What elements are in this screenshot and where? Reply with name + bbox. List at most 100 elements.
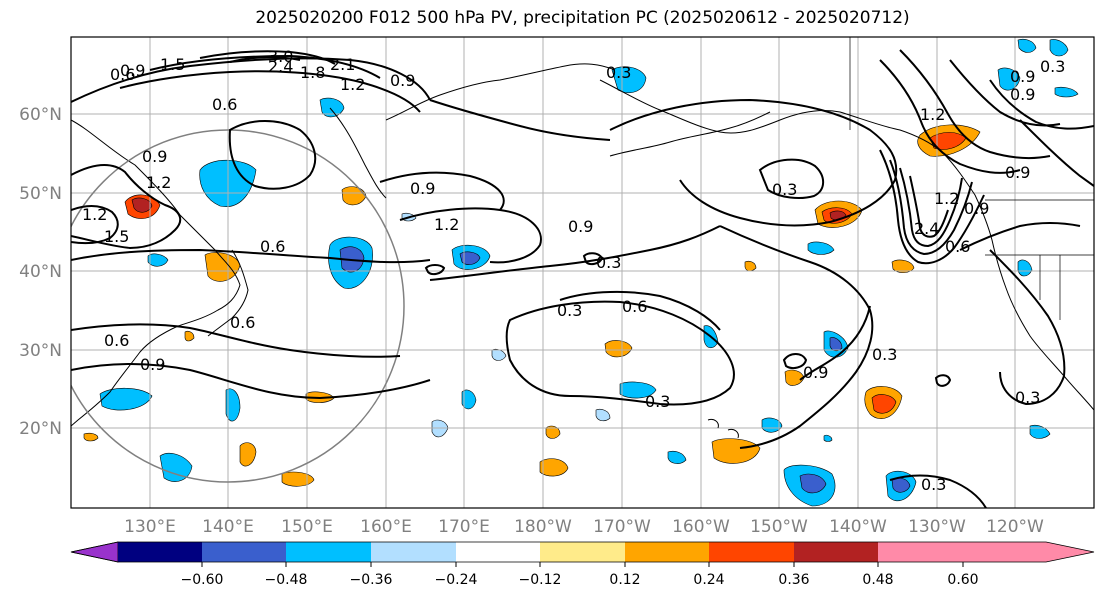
borders (849, 37, 1094, 320)
contour-label: 2.4 (914, 219, 939, 238)
contour-label: 1.2 (920, 105, 945, 124)
pv-contour (424, 264, 446, 276)
border-state (1039, 255, 1061, 320)
precip-patch (807, 241, 835, 255)
contour-label: 0.3 (1040, 57, 1065, 76)
pv-contour (505, 300, 735, 406)
precip-patch (184, 330, 195, 342)
pv-contour (429, 99, 611, 141)
pv-contour (399, 207, 542, 264)
longitude-axis: 130°E 140°E 150°E 160°E 170°E 180°W 170°… (124, 517, 1044, 537)
colorbar-segment (878, 542, 963, 562)
pv-contour (379, 171, 505, 211)
lat-label: 30°N (19, 341, 62, 361)
precip-patch (619, 381, 657, 399)
contour-label: 1.2 (434, 215, 459, 234)
precip-patch (667, 450, 687, 464)
lon-label: 160°E (360, 517, 412, 537)
pv-contour (229, 56, 301, 63)
contour-label: 0.9 (1010, 67, 1035, 86)
contour-label: 0.3 (772, 180, 797, 199)
colorbar-tick-label: −0.12 (519, 572, 562, 588)
contour-label: 0.9 (390, 71, 415, 90)
pv-contour (758, 158, 825, 199)
colorbar-segment (794, 542, 878, 562)
pv-contour (949, 59, 1061, 127)
precip-patch (99, 387, 153, 411)
coastline-hawaii (707, 419, 739, 439)
colorbar-tick-label: 0.24 (693, 572, 724, 588)
pv-contour (989, 79, 1094, 130)
pv-contour (899, 167, 963, 248)
contour-label: 0.3 (557, 301, 582, 320)
contour-label: 0.9 (120, 61, 145, 80)
contour-label: 1.2 (82, 205, 107, 224)
pv-contour (879, 59, 1021, 174)
coastline-asia (71, 119, 241, 427)
lon-label: 120°W (986, 517, 1044, 537)
colorbar-tick-label: −0.36 (350, 572, 393, 588)
lat-label: 40°N (19, 262, 62, 282)
contour-label: 0.9 (568, 217, 593, 236)
lon-label: 140°E (202, 517, 254, 537)
pv-contour (934, 374, 952, 387)
pv-contour (71, 205, 119, 245)
colorbar-segment (540, 542, 625, 562)
colorbar-tick-label: −0.60 (181, 572, 224, 588)
coastline-kamchatka (329, 107, 387, 199)
pv-contour (909, 175, 949, 238)
pv-contour (959, 222, 1081, 251)
precip-patch (744, 260, 757, 272)
graticule (71, 37, 1094, 508)
colorbar-segment (371, 542, 456, 562)
latitude-axis: 60°N 50°N 40°N 30°N 20°N (19, 105, 62, 439)
precip-patch (491, 348, 507, 361)
precip-patch (281, 471, 315, 487)
precip-patch (83, 432, 99, 442)
contour-label: 0.9 (803, 363, 828, 382)
precip-patch (829, 337, 843, 352)
contour-label: 0.6 (104, 331, 129, 350)
precip-patch (1054, 86, 1079, 98)
precip-patch (595, 408, 611, 422)
coastline-aleutians (609, 111, 771, 157)
pv-contour (582, 252, 604, 266)
precip-patch (545, 425, 561, 439)
map-frame (70, 36, 1095, 509)
lon-label: 160°W (672, 517, 730, 537)
lon-label: 170°W (593, 517, 651, 537)
contour-label: 0.9 (1005, 163, 1030, 182)
pv-contour (989, 249, 1066, 406)
pv-contours (71, 49, 1094, 508)
pv-contour (879, 149, 985, 265)
coastline-alaska (599, 79, 943, 153)
pv-contour (71, 164, 182, 250)
lon-label: 130°W (908, 517, 966, 537)
pv-contour (889, 474, 987, 508)
pv-contour (71, 57, 431, 103)
colorbar-tick-label: 0.12 (609, 572, 640, 588)
precip-patch (159, 453, 193, 482)
contour-label: 2.1 (330, 55, 355, 74)
contour-label: 0.6 (110, 65, 135, 84)
lat-label: 20°N (19, 419, 62, 439)
lon-label: 150°E (281, 517, 333, 537)
contour-label: 0.6 (212, 95, 237, 114)
pv-contour (71, 248, 431, 264)
contour-label: 2.4 (268, 57, 293, 76)
lat-label: 50°N (19, 184, 62, 204)
contour-label: 1.5 (104, 227, 129, 246)
colorbar-segment (625, 542, 709, 562)
lon-label: 130°E (124, 517, 176, 537)
pv-contour (559, 290, 721, 331)
contour-label: 3.0 (268, 47, 293, 66)
map-background (71, 37, 1094, 508)
pv-contour (1019, 119, 1094, 187)
precip-patch (319, 97, 345, 118)
lon-label: 180°W (514, 517, 572, 537)
contour-label: 0.9 (140, 355, 165, 374)
pv-contour (71, 363, 431, 400)
precip-patch (239, 442, 257, 467)
contour-label: 0.3 (596, 253, 621, 272)
